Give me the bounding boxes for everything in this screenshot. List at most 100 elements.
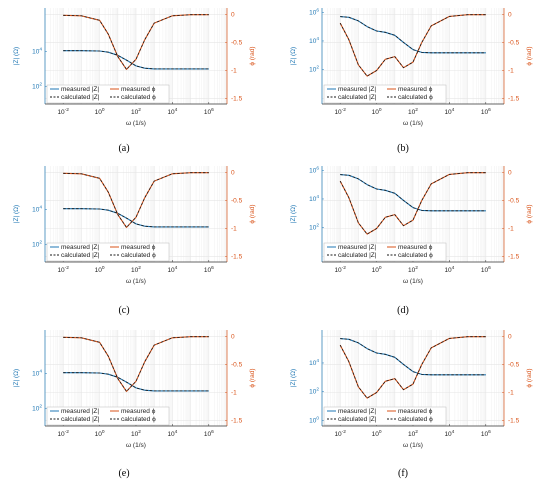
legend-entry: measured |Z| bbox=[338, 244, 376, 251]
x-tick-label: 10-2 bbox=[57, 429, 69, 438]
x-tick-label: 102 bbox=[408, 265, 418, 274]
x-tick-label: 10-2 bbox=[334, 265, 346, 274]
y-axis-label-left: |Z| (Ω) bbox=[13, 47, 20, 65]
x-tick-label: 102 bbox=[408, 429, 418, 438]
x-tick-label: 100 bbox=[372, 107, 382, 116]
legend-entry: calculated ϕ bbox=[398, 94, 433, 101]
y-right-tick-label: -1 bbox=[231, 68, 237, 75]
y-right-tick-label: 0 bbox=[508, 334, 512, 341]
y-right-tick-label: -1 bbox=[231, 390, 237, 397]
x-tick-label: 100 bbox=[372, 429, 382, 438]
y-right-tick-label: -1.5 bbox=[231, 417, 243, 424]
x-tick-label: 102 bbox=[131, 107, 141, 116]
x-tick-label: 106 bbox=[204, 429, 214, 438]
legend-entry: calculated ϕ bbox=[398, 252, 433, 259]
y-left-tick-label: 102 bbox=[309, 387, 319, 396]
legend-entry: measured |Z| bbox=[61, 86, 99, 93]
y-right-tick-label: -1 bbox=[508, 226, 514, 233]
x-tick-label: 106 bbox=[481, 107, 491, 116]
x-tick-label: 106 bbox=[481, 265, 491, 274]
legend-entry: calculated |Z| bbox=[61, 416, 100, 423]
panel-label: (e) bbox=[118, 468, 129, 479]
chart-panel-c: 10-2 100 102 104 106 102 104 0 -0.5 -1 -1.5 ω (1/s)… bbox=[13, 166, 256, 316]
legend-entry: calculated ϕ bbox=[398, 416, 433, 423]
y-left-tick-label: 102 bbox=[32, 81, 42, 90]
x-tick-label: 102 bbox=[131, 429, 141, 438]
chart-panel-a: 10-2 100 102 104 106 102 104 0 -0.5 -1 -1.5 ω (1/s)… bbox=[13, 8, 256, 154]
y-left-tick-label: 104 bbox=[309, 36, 319, 45]
panel-label: (d) bbox=[397, 305, 409, 316]
series-line-measured-z- bbox=[340, 338, 486, 376]
y-axis-label-right: ϕ (rad) bbox=[526, 204, 533, 223]
y-axis-label-left: |Z| (Ω) bbox=[13, 369, 20, 387]
legend-box bbox=[323, 84, 447, 104]
series-line-calculated- bbox=[63, 336, 209, 392]
grid bbox=[44, 330, 228, 426]
x-tick-label: 100 bbox=[95, 265, 105, 274]
y-left-tick-label: 106 bbox=[309, 7, 319, 16]
x-tick-label: 104 bbox=[167, 429, 177, 438]
x-tick-label: 104 bbox=[444, 107, 454, 116]
y-axis-label-right: ϕ (rad) bbox=[249, 204, 256, 223]
y-right-tick-label: -1.5 bbox=[231, 253, 243, 260]
legend-entry: calculated |Z| bbox=[61, 94, 100, 101]
panel-label: (b) bbox=[397, 143, 409, 154]
legend-entry: calculated |Z| bbox=[338, 94, 377, 101]
legend-entry: measured ϕ bbox=[121, 408, 156, 415]
chart-panel-f: 10-2 100 102 104 106 100 102 104 0 -0.5 -1 -1.5 ω (1… bbox=[290, 330, 533, 479]
legend: measured |Z| measured ϕ calculated |Z| calc… bbox=[46, 406, 170, 426]
x-tick-label: 100 bbox=[95, 429, 105, 438]
y-axis-label-right: ϕ (rad) bbox=[249, 368, 256, 387]
chart-panel-b: 10-2 100 102 104 106 102 104 106 0 -0.5 -1 -1.5 ω (1… bbox=[290, 7, 533, 154]
y-axis-label-left: |Z| (Ω) bbox=[290, 205, 297, 223]
y-right-tick-label: -0.5 bbox=[231, 40, 243, 47]
series-line-calculated-z- bbox=[63, 372, 209, 392]
y-left-tick-label: 102 bbox=[309, 223, 319, 232]
series-line-calculated-z- bbox=[63, 208, 209, 228]
y-left-tick-label: 104 bbox=[309, 194, 319, 203]
y-axis-label-right: ϕ (rad) bbox=[249, 46, 256, 65]
legend-entry: calculated |Z| bbox=[338, 416, 377, 423]
y-left-tick-label: 104 bbox=[32, 46, 42, 55]
legend-box bbox=[46, 406, 170, 426]
y-left-tick-label: 104 bbox=[32, 368, 42, 377]
x-tick-label: 102 bbox=[408, 107, 418, 116]
y-axis-label-left: |Z| (Ω) bbox=[290, 47, 297, 65]
series-line-calculated- bbox=[339, 336, 486, 399]
y-right-tick-label: 0 bbox=[231, 334, 235, 341]
y-right-tick-label: -0.5 bbox=[508, 40, 520, 47]
y-right-tick-label: -1 bbox=[508, 390, 514, 397]
x-axis-label: ω (1/s) bbox=[403, 278, 423, 285]
y-right-tick-label: -1.5 bbox=[508, 417, 520, 424]
series-line-calculated- bbox=[339, 14, 486, 77]
x-axis-label: ω (1/s) bbox=[403, 120, 423, 127]
legend-entry: calculated ϕ bbox=[121, 94, 156, 101]
x-axis-label: ω (1/s) bbox=[126, 442, 146, 449]
series-line-measured-z- bbox=[340, 174, 486, 212]
legend: measured |Z| measured ϕ calculated |Z| calc… bbox=[46, 84, 170, 104]
x-tick-label: 104 bbox=[167, 265, 177, 274]
legend-entry: calculated |Z| bbox=[338, 252, 377, 259]
legend-entry: measured ϕ bbox=[398, 86, 433, 93]
legend-entry: measured |Z| bbox=[338, 86, 376, 93]
x-tick-label: 10-2 bbox=[334, 429, 346, 438]
panel-label: (a) bbox=[118, 143, 129, 154]
x-tick-label: 10-2 bbox=[57, 107, 69, 116]
y-left-tick-label: 106 bbox=[309, 165, 319, 174]
legend-box bbox=[46, 242, 170, 262]
y-left-tick-label: 102 bbox=[309, 65, 319, 74]
y-right-tick-label: -0.5 bbox=[508, 362, 520, 369]
x-tick-label: 104 bbox=[444, 429, 454, 438]
y-left-tick-label: 100 bbox=[309, 415, 319, 424]
legend-entry: measured ϕ bbox=[121, 86, 156, 93]
legend: measured |Z| measured ϕ calculated |Z| calc… bbox=[323, 242, 447, 262]
y-right-tick-label: 0 bbox=[508, 12, 512, 19]
x-axis-label: ω (1/s) bbox=[403, 442, 423, 449]
legend-box bbox=[46, 84, 170, 104]
y-right-tick-label: -1 bbox=[231, 226, 237, 233]
series-line-calculated- bbox=[63, 14, 209, 70]
y-right-tick-label: 0 bbox=[231, 12, 235, 19]
y-right-tick-label: -1.5 bbox=[231, 95, 243, 102]
y-axis-label-right: ϕ (rad) bbox=[526, 368, 533, 387]
